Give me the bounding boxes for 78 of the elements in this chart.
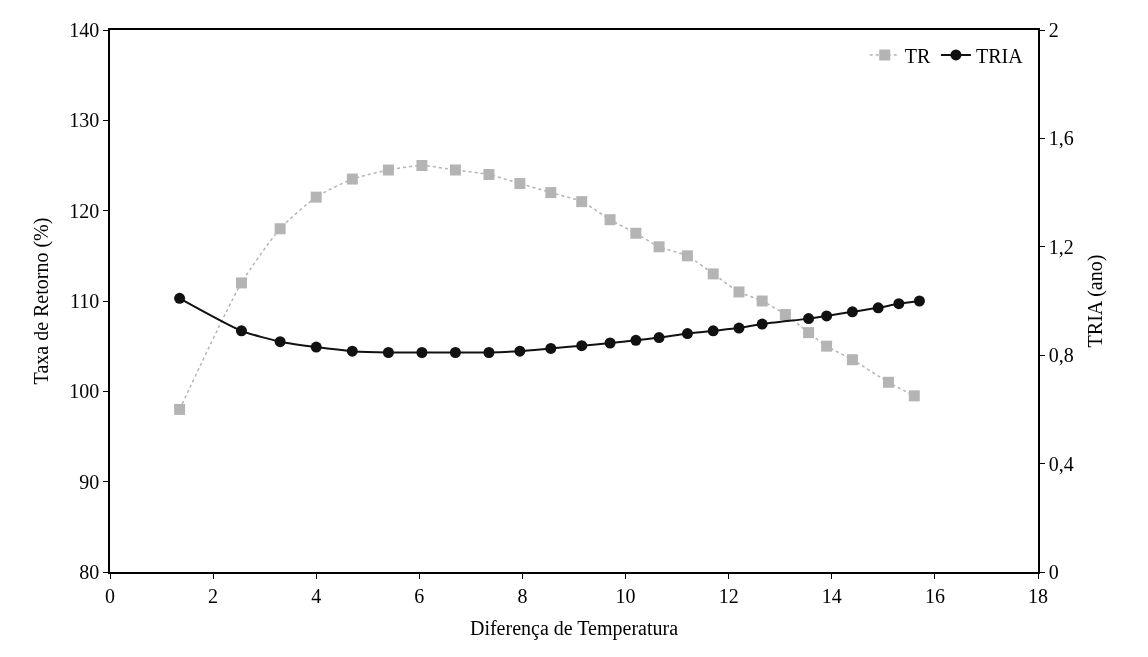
point [908, 390, 920, 402]
x-tick-label: 8 [517, 584, 528, 607]
point [803, 327, 815, 339]
point [846, 354, 858, 366]
point [483, 169, 495, 181]
point [382, 164, 394, 176]
y-tick-label: 110 [69, 290, 100, 312]
y-tick-label: 100 [69, 380, 100, 403]
y2-tick-label: 1,2 [1048, 235, 1074, 258]
point [310, 341, 322, 353]
point [235, 277, 247, 289]
x-tick-label: 16 [924, 584, 945, 607]
point [514, 345, 526, 357]
legend-label: TRIA [975, 44, 1024, 67]
point [913, 295, 925, 307]
point [576, 196, 588, 208]
point [483, 346, 495, 358]
point [449, 164, 461, 176]
y-tick-label: 80 [79, 561, 100, 583]
point [733, 322, 745, 334]
point [630, 227, 642, 239]
x-axis-title: Diferença de Temperatura [469, 616, 679, 640]
y2-tick-label: 0 [1048, 561, 1059, 583]
point [174, 292, 186, 304]
point [707, 325, 719, 337]
point [576, 340, 588, 352]
legend-label: TR [904, 44, 931, 67]
y2-axis-title: TRIA (ano) [1083, 254, 1107, 348]
y2-tick-label: 0,8 [1048, 344, 1074, 367]
point [346, 173, 358, 185]
point [653, 241, 665, 253]
point [707, 268, 719, 280]
point [803, 313, 815, 325]
point [821, 340, 833, 352]
y2-tick-label: 1,6 [1048, 127, 1074, 150]
point [416, 160, 428, 171]
x-tick-label: 2 [208, 584, 219, 607]
point [779, 309, 791, 321]
point [681, 250, 693, 262]
point [893, 298, 905, 310]
point [604, 337, 616, 349]
point [174, 403, 186, 415]
point [545, 187, 557, 199]
point [235, 325, 247, 337]
point [274, 223, 286, 235]
point [604, 214, 616, 226]
point [821, 310, 833, 322]
point [733, 286, 745, 298]
y-tick-label: 120 [69, 199, 100, 222]
point [653, 332, 665, 344]
point [630, 334, 642, 346]
point [882, 376, 894, 388]
x-tick-label: 6 [414, 584, 425, 607]
y2-tick-label: 2 [1048, 19, 1059, 41]
point [872, 302, 884, 314]
point [310, 191, 322, 203]
y-tick-label: 90 [79, 470, 100, 493]
y-axis-title: Taxa de Retorno (%) [30, 217, 54, 385]
point [449, 346, 461, 358]
x-tick-label: 0 [105, 584, 115, 607]
y2-tick-label: 0,4 [1048, 452, 1074, 475]
point [382, 346, 394, 358]
x-tick-label: 18 [1028, 584, 1048, 607]
y-tick-label: 140 [69, 19, 100, 41]
y-tick-label: 130 [69, 109, 100, 132]
point [756, 318, 768, 330]
x-tick-label: 14 [821, 584, 842, 607]
point [846, 306, 858, 318]
x-tick-label: 4 [311, 584, 322, 607]
point [681, 328, 693, 340]
x-tick-label: 10 [615, 584, 636, 607]
point [274, 336, 286, 348]
point [514, 178, 526, 190]
point [756, 295, 768, 307]
x-tick-label: 12 [718, 584, 739, 607]
point [416, 346, 428, 358]
point [346, 345, 358, 357]
point [545, 342, 557, 354]
